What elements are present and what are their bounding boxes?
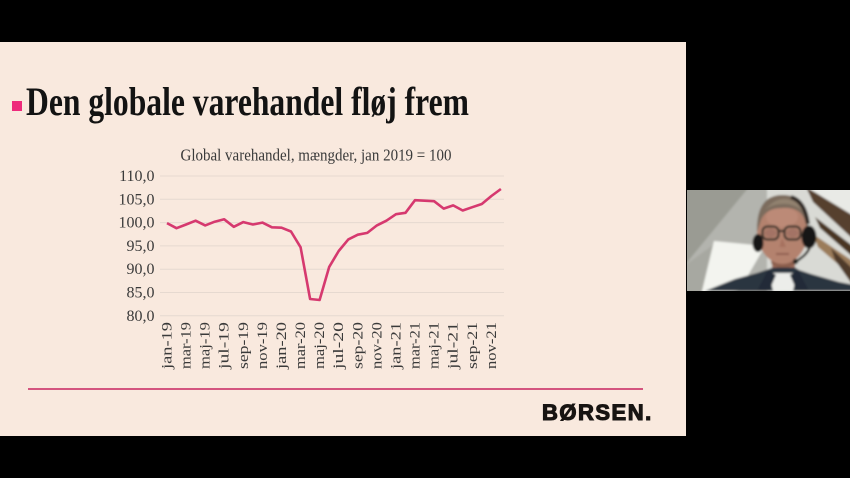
svg-text:nov-19: nov-19 <box>255 322 271 369</box>
svg-text:jan-20: jan-20 <box>274 322 290 370</box>
svg-text:sep-21: sep-21 <box>465 322 481 369</box>
svg-text:jul-19: jul-19 <box>217 322 233 370</box>
svg-text:nov-20: nov-20 <box>369 322 385 369</box>
svg-text:jan-19: jan-19 <box>160 322 176 370</box>
svg-text:80,0: 80,0 <box>127 308 155 325</box>
svg-text:jul-21: jul-21 <box>446 322 462 370</box>
svg-text:95,0: 95,0 <box>127 238 155 255</box>
svg-text:jan-21: jan-21 <box>389 322 405 370</box>
svg-text:100,0: 100,0 <box>119 215 155 232</box>
svg-text:mar-20: mar-20 <box>293 322 309 369</box>
svg-text:sep-20: sep-20 <box>350 322 366 369</box>
svg-text:sep-19: sep-19 <box>236 322 252 369</box>
svg-text:85,0: 85,0 <box>127 285 155 302</box>
svg-text:maj-20: maj-20 <box>312 322 328 369</box>
svg-text:mar-19: mar-19 <box>179 322 195 369</box>
svg-text:jul-20: jul-20 <box>331 322 347 370</box>
svg-text:maj-19: maj-19 <box>198 322 214 369</box>
svg-text:Global varehandel, mængder, ja: Global varehandel, mængder, jan 2019 = 1… <box>181 146 452 165</box>
svg-text:105,0: 105,0 <box>119 191 155 208</box>
svg-text:110,0: 110,0 <box>119 168 154 185</box>
svg-text:nov-21: nov-21 <box>484 322 500 369</box>
svg-text:90,0: 90,0 <box>127 261 155 278</box>
svg-text:maj-21: maj-21 <box>427 322 443 369</box>
svg-text:mar-21: mar-21 <box>408 322 424 369</box>
